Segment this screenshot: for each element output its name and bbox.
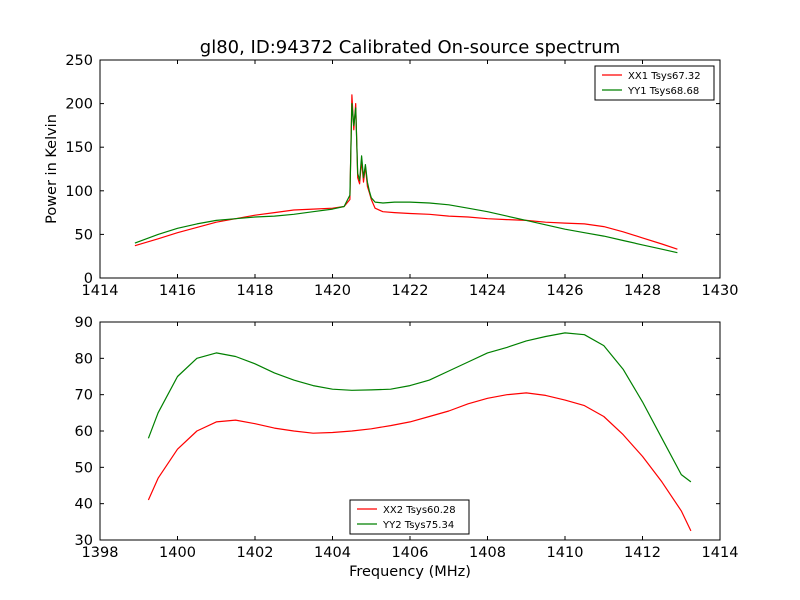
y-axis-label: Power in Kelvin (44, 114, 60, 224)
x-tick-label-1-7: 1412 (624, 545, 661, 561)
x-tick-label-0-6: 1426 (547, 283, 584, 299)
legend-label-0-1: YY1 Tsys68.68 (627, 86, 699, 97)
x-tick-label-0-7: 1428 (624, 283, 661, 299)
legend-box-0 (594, 65, 715, 101)
series-line-0-1 (134, 102, 678, 254)
x-tick-label-0-5: 1424 (469, 283, 506, 299)
y-tick-label-0-0: 0 (84, 271, 93, 287)
x-tick-label-0-8: 1430 (702, 283, 739, 299)
bottom-plot: 1398 1400 1402 1404 1406 1408 1410 1412 1414 30 40… (75, 315, 739, 561)
y-tick-label-0-3: 150 (65, 140, 93, 156)
y-tick-label-1-4: 70 (75, 388, 93, 404)
x-tick-label-0-2: 1418 (237, 283, 274, 299)
y-tick-label-1-2: 50 (75, 460, 93, 476)
y-tick-label-0-1: 50 (75, 227, 93, 243)
top-plot: 1414 1416 1418 1420 1422 1424 1426 1428 1430 0 50 1… (65, 53, 738, 299)
chart-title: gl80, ID:94372 Calibrated On-source spec… (200, 37, 620, 58)
y-tick-label-1-0: 30 (75, 533, 93, 549)
y-tick-label-0-5: 250 (65, 53, 93, 69)
legend-label-1-1: YY2 Tsys75.34 (382, 520, 454, 531)
x-tick-label-1-1: 1400 (159, 545, 196, 561)
series-line-1-0 (147, 392, 692, 532)
y-tick-label-1-6: 90 (75, 315, 93, 331)
x-tick-label-1-4: 1406 (392, 545, 429, 561)
x-tick-label-0-4: 1422 (392, 283, 429, 299)
x-axis-label: Frequency (MHz) (349, 564, 471, 580)
y-tick-label-1-1: 40 (75, 497, 93, 513)
x-tick-label-0-0: 1414 (82, 283, 119, 299)
x-tick-label-1-3: 1404 (314, 545, 351, 561)
series-line-1-1 (147, 332, 692, 483)
x-tick-label-0-1: 1416 (159, 283, 196, 299)
y-tick-label-1-5: 80 (75, 351, 93, 367)
y-tick-label-1-3: 60 (75, 424, 93, 440)
x-tick-label-1-6: 1410 (547, 545, 584, 561)
x-tick-label-1-8: 1414 (702, 545, 739, 561)
x-tick-label-1-2: 1402 (237, 545, 274, 561)
legend-label-0-0: XX1 Tsys67.32 (628, 71, 701, 82)
x-tick-label-1-0: 1398 (82, 545, 119, 561)
legend-label-1-0: XX2 Tsys60.28 (383, 505, 456, 516)
x-tick-label-1-5: 1408 (469, 545, 506, 561)
x-tick-label-0-3: 1420 (314, 283, 351, 299)
y-tick-label-0-2: 100 (65, 184, 93, 200)
y-tick-label-0-4: 200 (65, 97, 93, 113)
legend-box-1 (349, 499, 470, 535)
